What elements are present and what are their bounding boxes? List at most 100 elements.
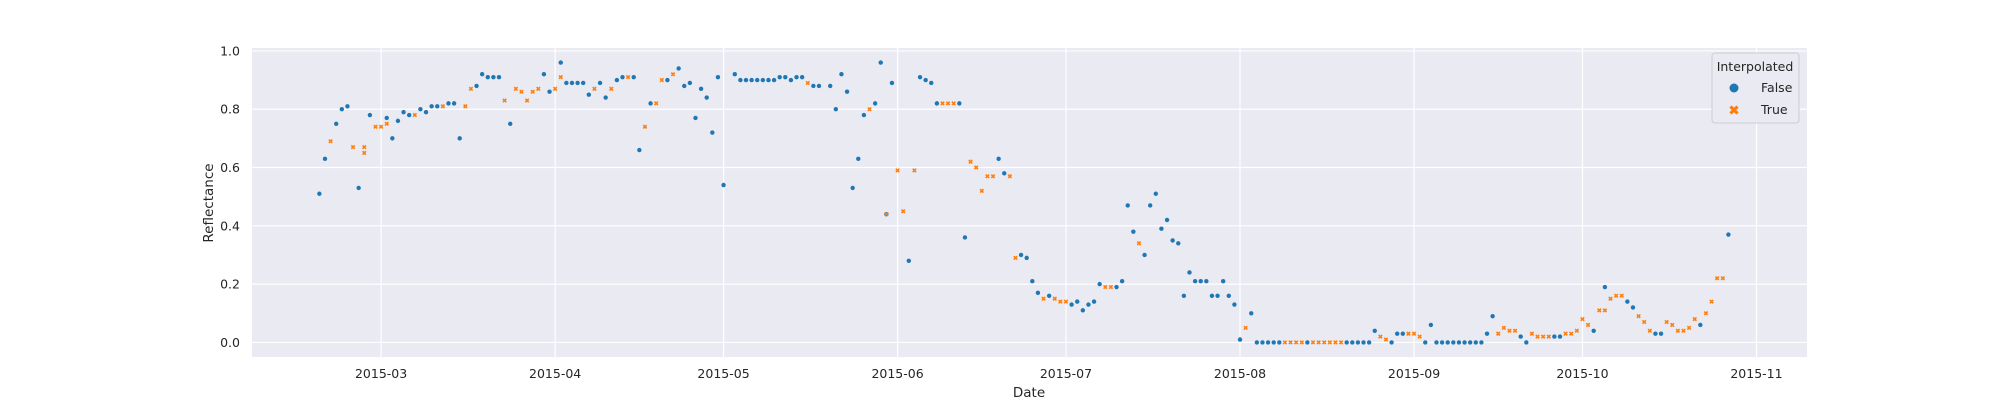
data-point <box>1394 331 1400 336</box>
data-point <box>1361 340 1366 345</box>
data-point <box>1192 279 1198 284</box>
data-point <box>1293 340 1299 345</box>
data-point <box>356 185 361 191</box>
data-point <box>1597 308 1602 313</box>
data-point <box>856 156 861 161</box>
data-point <box>603 95 608 100</box>
data-point <box>760 77 766 83</box>
data-point <box>569 80 575 86</box>
data-point <box>1350 340 1355 345</box>
data-point <box>1428 322 1434 328</box>
data-point <box>990 174 996 179</box>
data-point <box>1131 229 1136 234</box>
data-point <box>1658 331 1664 336</box>
data-point <box>1585 322 1591 328</box>
data-point <box>1035 290 1041 296</box>
x-tick-label: 2015-07 <box>1040 366 1092 381</box>
data-point <box>1664 319 1669 325</box>
data-point <box>1507 328 1512 334</box>
data-point <box>1305 340 1310 345</box>
x-axis-label: Date <box>1013 385 1045 400</box>
data-point <box>1052 296 1058 301</box>
data-point <box>1720 276 1726 281</box>
data-point <box>457 136 462 141</box>
data-point <box>1647 328 1653 334</box>
data-point <box>1406 331 1411 336</box>
y-tick-label: 0.6 <box>220 160 240 175</box>
data-point <box>1613 293 1619 299</box>
data-point <box>1327 340 1333 345</box>
data-point <box>508 121 513 126</box>
data-point <box>1501 325 1507 331</box>
data-point <box>1630 305 1636 310</box>
data-point <box>1013 255 1018 261</box>
data-point <box>384 121 389 127</box>
data-point <box>1097 281 1102 287</box>
data-point <box>1103 284 1108 290</box>
data-point <box>738 77 743 83</box>
data-point <box>1091 299 1097 304</box>
data-point <box>788 77 794 83</box>
data-point <box>1423 340 1428 345</box>
data-point <box>395 118 401 124</box>
series-false <box>317 60 1731 345</box>
data-point <box>693 115 698 121</box>
data-point <box>1333 340 1338 345</box>
data-point <box>597 80 603 86</box>
x-tick-label: 2015-09 <box>1388 366 1440 381</box>
data-point <box>1602 308 1608 313</box>
data-point <box>1568 331 1574 336</box>
y-axis-ticks: 0.0 0.2 0.4 0.6 0.8 1.0 <box>220 43 240 350</box>
data-point <box>1018 252 1024 258</box>
data-point <box>794 74 799 80</box>
data-point <box>581 80 586 86</box>
data-point <box>1243 325 1248 331</box>
data-point <box>985 174 990 179</box>
data-point <box>513 86 519 92</box>
data-point <box>631 74 636 80</box>
x-tick-label: 2015-11 <box>1730 366 1782 381</box>
data-point <box>1434 340 1439 345</box>
data-point <box>1383 337 1389 342</box>
data-point <box>1535 334 1540 339</box>
data-point <box>592 86 597 92</box>
data-point <box>766 77 771 83</box>
data-point <box>1451 340 1456 345</box>
data-point <box>1198 279 1203 284</box>
data-point <box>1591 328 1596 333</box>
data-point <box>1249 311 1254 316</box>
y-tick-label: 0.8 <box>220 102 240 117</box>
data-point <box>884 211 889 217</box>
data-point <box>564 80 569 86</box>
data-point <box>861 112 867 118</box>
data-point <box>732 72 737 77</box>
data-point <box>1372 328 1377 333</box>
data-point <box>1574 328 1580 334</box>
data-point <box>485 74 490 80</box>
data-point <box>1338 340 1344 345</box>
data-point <box>1608 296 1613 301</box>
y-axis-label: Reflectance <box>201 163 217 242</box>
data-point <box>406 112 412 118</box>
data-point <box>1220 279 1226 284</box>
data-point <box>1125 203 1130 208</box>
data-point <box>715 74 721 80</box>
data-point <box>541 72 547 77</box>
data-point <box>418 107 423 112</box>
data-point <box>755 77 760 83</box>
data-point <box>777 74 782 80</box>
data-point <box>687 80 693 86</box>
data-point <box>676 66 681 71</box>
x-tick-label: 2015-06 <box>871 366 923 381</box>
x-tick-label: 2015-10 <box>1556 366 1608 381</box>
data-point <box>362 144 367 150</box>
grid-lines <box>252 48 1807 357</box>
data-point <box>1473 340 1478 345</box>
data-point <box>1344 340 1349 345</box>
data-point <box>401 109 406 115</box>
data-point <box>1709 299 1714 304</box>
data-point <box>996 156 1001 161</box>
data-point <box>1136 241 1142 246</box>
data-point <box>1703 311 1709 316</box>
data-point <box>378 124 384 129</box>
